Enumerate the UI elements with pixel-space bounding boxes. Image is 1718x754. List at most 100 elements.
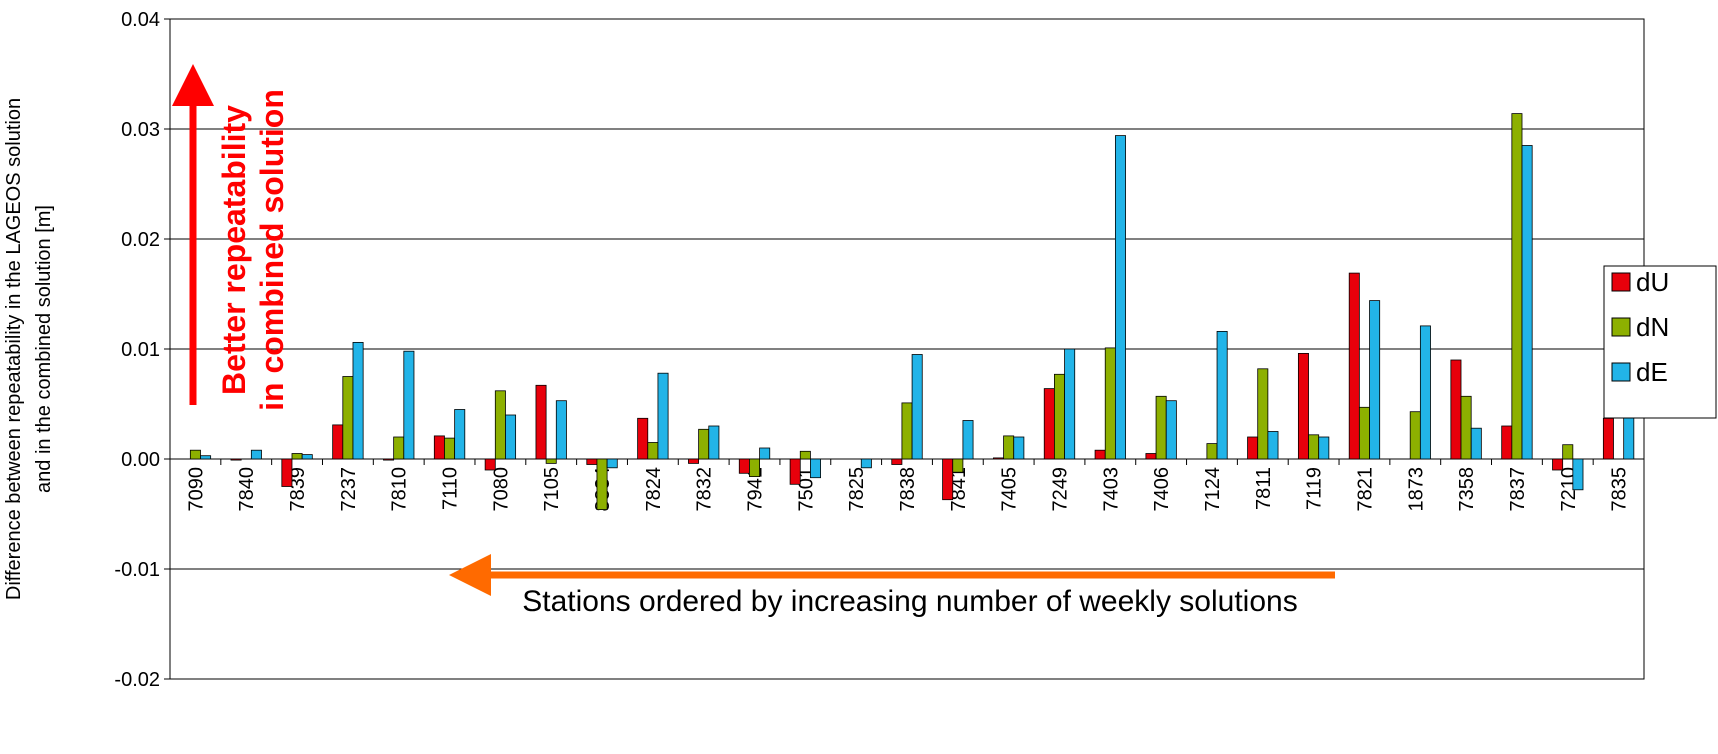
legend-label: dE bbox=[1636, 357, 1668, 387]
y-axis-label-line: and in the combined solution [m] bbox=[33, 205, 55, 493]
x-tick-label: 7501 bbox=[795, 467, 817, 512]
x-tick-label: 7124 bbox=[1202, 467, 1224, 512]
annotation-line: Better repeatability bbox=[216, 105, 252, 395]
x-tick-label: 7403 bbox=[1100, 467, 1122, 512]
x-tick-label: 7839 bbox=[287, 467, 309, 512]
bar bbox=[352, 341, 364, 460]
annotation-line: in combined solution bbox=[254, 89, 290, 411]
x-tick-label: 7105 bbox=[541, 467, 563, 512]
bar bbox=[433, 435, 445, 460]
x-tick-label: 7838 bbox=[897, 467, 919, 512]
bar bbox=[789, 458, 801, 485]
bar bbox=[1369, 300, 1381, 460]
y-tick-label: 0.00 bbox=[121, 449, 160, 471]
x-tick-label: 7835 bbox=[1609, 467, 1631, 512]
bar bbox=[698, 428, 710, 460]
bar bbox=[1297, 352, 1309, 460]
bar bbox=[342, 376, 354, 460]
x-tick-label: 7405 bbox=[999, 467, 1021, 512]
bar bbox=[942, 458, 954, 501]
bar bbox=[1602, 417, 1614, 460]
bar bbox=[403, 350, 415, 460]
bar bbox=[250, 449, 262, 460]
annotation: Stations ordered by increasing number of… bbox=[522, 585, 1297, 618]
bar bbox=[1572, 458, 1584, 491]
legend-swatch bbox=[1611, 272, 1631, 292]
bar bbox=[291, 453, 303, 460]
bar bbox=[911, 354, 923, 460]
bar bbox=[1145, 453, 1157, 460]
x-tick-label: 7832 bbox=[694, 467, 716, 512]
bar bbox=[332, 424, 344, 460]
bar bbox=[1450, 359, 1462, 460]
y-tick-label: -0.01 bbox=[114, 559, 160, 581]
bar bbox=[301, 454, 313, 460]
bar bbox=[1216, 330, 1228, 460]
bar bbox=[1165, 400, 1177, 460]
x-tick-label: 7406 bbox=[1151, 467, 1173, 512]
bar bbox=[1054, 373, 1065, 460]
bar bbox=[1318, 436, 1330, 460]
x-tick-label: 7810 bbox=[389, 467, 411, 512]
bar bbox=[383, 458, 395, 461]
bar bbox=[1267, 431, 1279, 460]
x-tick-label: 7110 bbox=[440, 467, 462, 510]
y-tick-label: -0.02 bbox=[114, 669, 160, 691]
x-tick-label: 1873 bbox=[1405, 467, 1427, 512]
x-tick-label: 7080 bbox=[490, 467, 512, 512]
bar bbox=[1114, 135, 1126, 460]
y-tick-label: 0.01 bbox=[121, 339, 160, 361]
bar bbox=[799, 450, 811, 460]
bar bbox=[759, 447, 771, 460]
x-tick-label: 7237 bbox=[338, 467, 360, 512]
x-tick-label: 7358 bbox=[1456, 467, 1478, 512]
bar bbox=[1094, 449, 1106, 460]
bar bbox=[200, 455, 212, 460]
legend-swatch bbox=[1611, 362, 1631, 382]
bar bbox=[1501, 425, 1513, 460]
bar bbox=[860, 458, 872, 469]
bar bbox=[1348, 272, 1360, 460]
y-tick-label: 0.02 bbox=[121, 229, 160, 251]
bar bbox=[738, 458, 750, 474]
bar bbox=[1511, 113, 1523, 460]
bar bbox=[1013, 436, 1025, 460]
bar bbox=[810, 458, 821, 479]
bar bbox=[393, 436, 405, 460]
y-axis-label: Difference between repeatability in the … bbox=[3, 98, 55, 600]
x-tick-label: 7941 bbox=[745, 467, 767, 512]
bar bbox=[1419, 325, 1431, 460]
x-tick-label: 7837 bbox=[1507, 467, 1529, 512]
bar bbox=[1064, 348, 1076, 460]
bar bbox=[1409, 411, 1421, 460]
bar bbox=[749, 458, 761, 478]
legend-label: dU bbox=[1636, 267, 1669, 297]
bar bbox=[1247, 436, 1259, 460]
bar bbox=[1003, 435, 1015, 460]
bar bbox=[1104, 347, 1116, 460]
y-tick-label: 0.04 bbox=[121, 9, 160, 31]
bar bbox=[1358, 406, 1370, 460]
bar bbox=[901, 402, 913, 460]
x-tick-label: 7825 bbox=[846, 467, 868, 512]
bar bbox=[1043, 388, 1055, 460]
y-tick-label: 0.03 bbox=[121, 119, 160, 141]
legend-label: dN bbox=[1636, 312, 1669, 342]
bar bbox=[993, 457, 1004, 460]
x-tick-label: 7824 bbox=[643, 467, 665, 512]
bar bbox=[535, 384, 547, 460]
bar bbox=[281, 458, 293, 487]
x-tick-label: 7811 bbox=[1253, 467, 1275, 510]
bar bbox=[708, 425, 720, 460]
bar bbox=[1460, 395, 1472, 460]
bar bbox=[444, 437, 456, 460]
bar bbox=[952, 458, 964, 473]
bar bbox=[1562, 444, 1574, 460]
x-tick-label: 7840 bbox=[236, 467, 258, 512]
bar bbox=[1206, 443, 1218, 460]
y-axis-label-line: Difference between repeatability in the … bbox=[3, 98, 25, 600]
bar bbox=[454, 409, 466, 460]
bar bbox=[637, 417, 649, 460]
bar bbox=[647, 442, 659, 460]
